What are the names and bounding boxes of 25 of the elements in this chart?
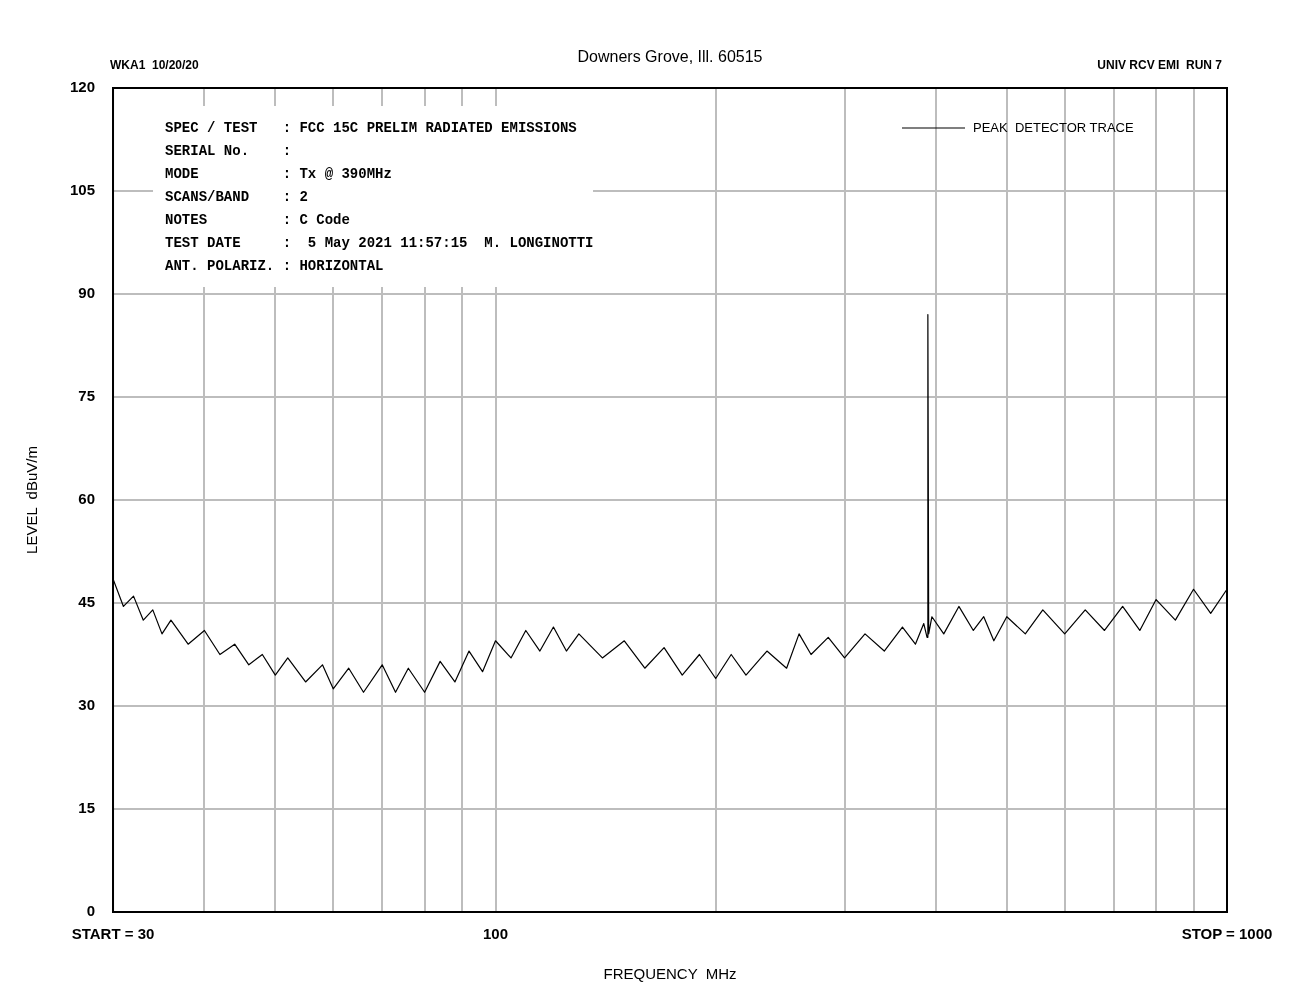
annotation: NOTES : C Code xyxy=(165,211,350,228)
y-tick-label: 0 xyxy=(86,902,96,920)
y-axis-title: LEVEL dBuV/m xyxy=(23,446,41,554)
y-tick-label: 60 xyxy=(78,490,96,508)
annotation: TEST DATE : 5 May 2021 11:57:15 M. LONGINOTTI xyxy=(165,234,594,251)
y-tick-label: 75 xyxy=(78,387,96,405)
legend-label: PEAK DETECTOR TRACE xyxy=(973,119,1134,135)
y-tick-label: 120 xyxy=(70,78,96,96)
annotation: MODE : Tx @ 390MHz xyxy=(165,165,392,182)
x-axis-title: FREQUENCY MHz xyxy=(603,965,737,983)
annotation: SPEC / TEST : FCC 15C PRELIM RADIATED EMISSIONS xyxy=(165,119,577,136)
y-tick-label: 105 xyxy=(70,181,96,199)
x-tick-label: STOP = 1000 xyxy=(1181,925,1273,943)
x-tick-label: START = 30 xyxy=(71,925,155,943)
x-tick-label: 100 xyxy=(482,925,509,943)
annotation: ANT. POLARIZ. : HORIZONTAL xyxy=(165,257,384,274)
annotation: SCANS/BAND : 2 xyxy=(165,188,308,205)
y-tick-label: 90 xyxy=(78,284,96,302)
y-tick-label: 45 xyxy=(78,593,96,611)
chart-subtitle: Downers Grove, Ill. 60515 xyxy=(577,48,763,66)
y-tick-label: 30 xyxy=(78,696,96,714)
text: WKA1 10/20/20 xyxy=(110,58,200,73)
text: UNIV RCV EMI RUN 7 xyxy=(1097,58,1223,73)
y-tick-label: 15 xyxy=(78,799,96,817)
annotation: SERIAL No. : xyxy=(165,142,292,159)
